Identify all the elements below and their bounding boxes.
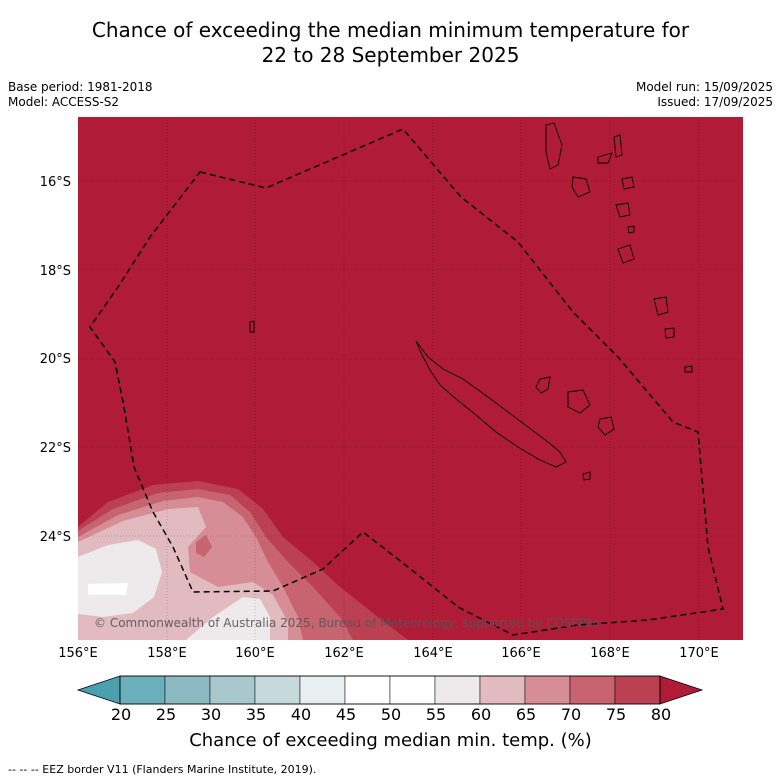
colorbar-frame [119,675,661,705]
map-panel: © Commonwealth of Australia 2025, Bureau… [78,117,743,640]
copyright-notice: © Commonwealth of Australia 2025, Bureau… [94,616,599,630]
colorbar-swatch [299,675,346,705]
colorbar-swatch [479,675,526,705]
island-new-caledonia [415,340,567,468]
colorbar-tick-75: 75 [605,705,627,724]
colorbar-swatch [524,675,571,705]
title-line-1: Chance of exceeding the median minimum t… [91,18,690,42]
lat-label-22s: 22°S [39,441,71,456]
colorbar-swatches [76,675,704,705]
lat-label-20s: 20°S [39,352,71,367]
colorbar-swatch [164,675,211,705]
base-period: Base period: 1981-2018 [8,80,153,94]
eez-border [89,128,724,636]
lon-label-160e: 160°E [235,646,275,661]
island-loyalty-1 [535,376,551,394]
lon-label-158e: 158°E [147,646,187,661]
colorbar [76,675,704,705]
colorbar-swatch [614,675,661,705]
island-aneityum [664,327,675,339]
colorbar-swatch [389,675,436,705]
lat-label-18s: 18°S [39,264,71,279]
lat-label-16s: 16°S [39,175,71,190]
island-ambrym [597,152,613,164]
contour-inner-70 [196,535,212,557]
land-masses [249,122,693,481]
colorbar-swatch [254,675,301,705]
colorbar-tick-45: 45 [335,705,357,724]
colorbar-tick-65: 65 [515,705,537,724]
title-line-2: 22 to 28 September 2025 [261,43,520,67]
map-title: Chance of exceeding the median minimum t… [0,18,781,68]
lon-label-156e: 156°E [58,646,98,661]
colorbar-tick-80: 80 [650,705,672,724]
colorbar-tick-50: 50 [380,705,402,724]
colorbar-tick-40: 40 [290,705,312,724]
colorbar-tick-35: 35 [245,705,267,724]
eez-footnote: -- -- -- EEZ border V11 (Flanders Marine… [8,763,317,776]
island-small-1 [621,176,635,190]
lat-label-24s: 24°S [39,530,71,545]
colorbar-label: Chance of exceeding median min. temp. (%… [189,730,592,751]
island-loyalty-2 [567,389,591,414]
probability-contours [78,481,408,640]
colorbar-swatch [434,675,481,705]
lon-label-170e: 170°E [679,646,719,661]
contour-55 [78,540,162,617]
island-small-4 [684,365,693,373]
contour-55-south [186,597,270,640]
model-name: Model: ACCESS-S2 [8,95,120,109]
colorbar-swatch [344,675,391,705]
colorbar-extend-high [659,675,704,705]
lon-label-162e: 162°E [324,646,364,661]
island-small-3 [249,320,255,333]
colorbar-swatch [569,675,616,705]
model-run: Model run: 15/09/2025 [635,80,773,94]
issued-date: Issued: 17/09/2025 [657,95,773,109]
island-tanna [653,296,669,316]
lon-label-164e: 164°E [413,646,453,661]
lon-label-166e: 166°E [501,646,541,661]
colorbar-tick-70: 70 [560,705,582,724]
island-pentecost [613,134,623,158]
colorbar-extend-low [76,675,121,705]
colorbar-tick-55: 55 [425,705,447,724]
colorbar-tick-20: 20 [110,705,132,724]
colorbar-swatch [209,675,256,705]
lon-label-168e: 168°E [590,646,630,661]
meta-right: Model run: 15/09/2025 Issued: 17/09/2025 [636,80,773,110]
island-espiritu-santo [545,122,563,170]
meta-left: Base period: 1981-2018 Model: ACCESS-S2 [8,80,153,110]
island-pine [582,471,591,481]
island-malakula [571,176,591,198]
colorbar-tick-60: 60 [470,705,492,724]
colorbar-swatch [119,675,166,705]
island-erromango [617,244,635,264]
contour-50 [88,583,128,595]
colorbar-tick-25: 25 [155,705,177,724]
island-loyalty-3 [597,416,615,436]
colorbar-tick-30: 30 [200,705,222,724]
island-efate [615,202,631,218]
island-small-2 [627,225,635,234]
graticule [78,117,743,640]
